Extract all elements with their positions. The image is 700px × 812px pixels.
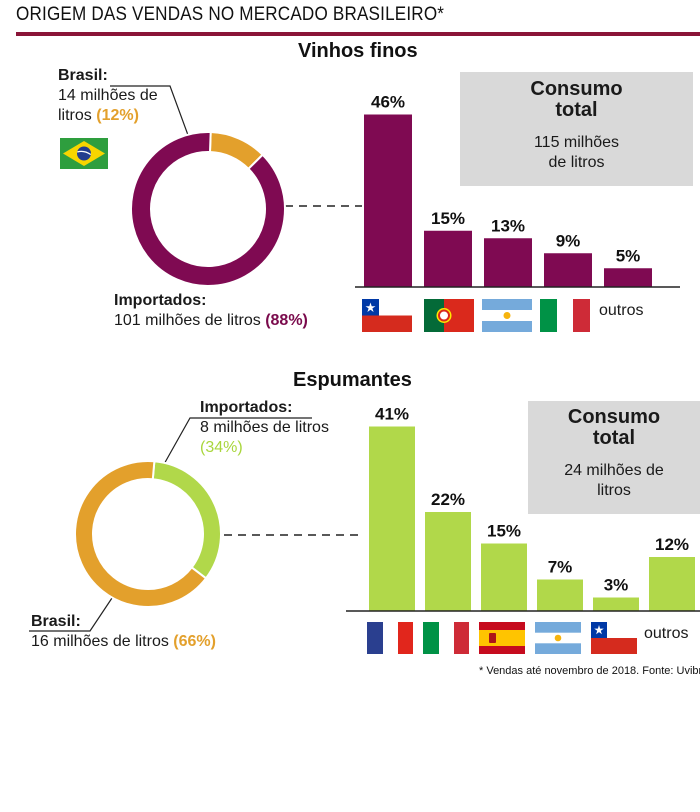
sparkling-bar-label-outros: 12% bbox=[655, 535, 689, 554]
wines-consumo-box: Consumo total 115 milhões de litros bbox=[460, 72, 693, 186]
wines-brasil-pct: (12%) bbox=[96, 107, 139, 124]
sparkling-brasil-pct: (66%) bbox=[173, 633, 216, 650]
sparkling-outros-label: outros bbox=[644, 625, 689, 642]
sparkling-bar-itália bbox=[425, 512, 471, 611]
italy-flag-icon-2 bbox=[423, 622, 469, 654]
sparkling-importados-label: Importados: 8 milhões de litros (34%) bbox=[200, 398, 329, 458]
sparkling-bar-label-chile: 3% bbox=[604, 576, 629, 595]
wines-bar-itália bbox=[544, 253, 592, 287]
chile-flag-icon bbox=[362, 299, 412, 332]
wines-donut bbox=[130, 131, 286, 287]
sparkling-bar-outros bbox=[649, 557, 695, 611]
sparkling-bar-label-espanha: 15% bbox=[487, 522, 521, 541]
spain-flag-icon bbox=[479, 622, 525, 654]
page-title: ORIGEM DAS VENDAS NO MERCADO BRASILEIRO* bbox=[16, 4, 445, 25]
wines-bar-label-portugal: 15% bbox=[431, 209, 465, 228]
wines-consumo-title-1: Consumo bbox=[530, 78, 623, 100]
sparkling-consumo-value-1: 24 milhões de bbox=[564, 462, 664, 479]
sparkling-bar-label-argentina: 7% bbox=[548, 558, 573, 577]
france-flag-icon bbox=[367, 622, 413, 654]
sparkling-importados-amount: 8 milhões de litros bbox=[200, 419, 329, 436]
wines-bar-argentina bbox=[484, 238, 532, 287]
wines-section-title: Vinhos finos bbox=[298, 40, 418, 62]
title-rule bbox=[16, 32, 700, 36]
wines-consumo-value-2: de litros bbox=[548, 154, 605, 171]
argentina-flag-icon bbox=[482, 299, 532, 332]
wines-brasil-heading: Brasil: bbox=[58, 67, 108, 84]
wines-bar-label-argentina: 13% bbox=[491, 216, 525, 235]
sparkling-consumo-value-2: litros bbox=[597, 482, 631, 499]
italy-flag-icon bbox=[540, 299, 590, 332]
sparkling-bar-espanha bbox=[481, 543, 527, 611]
sparkling-donut-slice-importados bbox=[151, 460, 222, 580]
wines-chart: 46% 15% 13% 9% 5% bbox=[110, 85, 680, 288]
footnote: * Vendas até novembro de 2018. Fonte: Uv… bbox=[479, 665, 700, 677]
sparkling-section-title: Espumantes bbox=[293, 369, 412, 391]
sparkling-consumo-title-2: total bbox=[592, 427, 636, 449]
sparkling-bar-argentina bbox=[537, 579, 583, 611]
wines-brasil-amount-2: litros bbox=[58, 107, 92, 124]
chile-flag-icon-2 bbox=[591, 622, 637, 654]
sparkling-bar-chile bbox=[593, 597, 639, 611]
wines-outros-label: outros bbox=[599, 302, 644, 319]
wines-consumo-title-2: total bbox=[555, 99, 598, 121]
sparkling-brasil-leader bbox=[29, 588, 119, 632]
wines-importados-pct: (88%) bbox=[265, 312, 308, 329]
sparkling-bar-label-itália: 22% bbox=[431, 490, 465, 509]
sparkling-importados-leader bbox=[162, 417, 312, 467]
sparkling-importados-pct: (34%) bbox=[200, 439, 243, 456]
sparkling-donut-slice-brasil bbox=[74, 460, 208, 608]
wines-bar-outros bbox=[604, 268, 652, 287]
sparkling-chart: 41% 22% 15% 7% 3% 12% bbox=[29, 405, 700, 632]
wines-bar-label-chile: 46% bbox=[371, 93, 405, 112]
sparkling-donut bbox=[74, 460, 222, 608]
sparkling-bar-label-frança: 41% bbox=[375, 405, 409, 424]
sparkling-bar-frança bbox=[369, 426, 415, 611]
wines-brasil-leader bbox=[110, 85, 193, 147]
sparkling-bars: 41% 22% 15% 7% 3% 12% bbox=[369, 405, 695, 611]
wines-bar-label-itália: 9% bbox=[556, 231, 581, 250]
wines-donut-slice-importados bbox=[130, 131, 286, 287]
wines-bar-label-outros: 5% bbox=[616, 246, 641, 265]
sparkling-consumo-title-1: Consumo bbox=[567, 406, 661, 428]
wines-bars: 46% 15% 13% 9% 5% bbox=[364, 93, 652, 287]
sparkling-brasil-label: Brasil: 16 milhões de litros (66%) bbox=[31, 612, 216, 652]
argentina-flag-icon-2 bbox=[535, 622, 581, 654]
brazil-flag-icon bbox=[60, 138, 108, 169]
sparkling-importados-heading: Importados: bbox=[200, 399, 293, 416]
wines-bar-chile bbox=[364, 114, 412, 287]
wines-bar-portugal bbox=[424, 230, 472, 287]
wines-brasil-amount-1: 14 milhões de bbox=[58, 87, 158, 104]
wines-consumo-value-1: 115 milhões bbox=[533, 134, 620, 151]
wines-importados-amount: 101 milhões de litros bbox=[114, 312, 261, 329]
wines-importados-label: Importados: 101 milhões de litros (88%) bbox=[114, 291, 308, 331]
sparkling-brasil-heading: Brasil: bbox=[31, 613, 81, 630]
wines-brasil-label: Brasil: 14 milhões de litros (12%) bbox=[58, 66, 158, 126]
sparkling-consumo-box: Consumo total 24 milhões de litros bbox=[528, 401, 700, 514]
wines-importados-heading: Importados: bbox=[114, 292, 207, 309]
portugal-flag-icon bbox=[424, 299, 474, 332]
sparkling-brasil-amount: 16 milhões de litros bbox=[31, 633, 169, 650]
